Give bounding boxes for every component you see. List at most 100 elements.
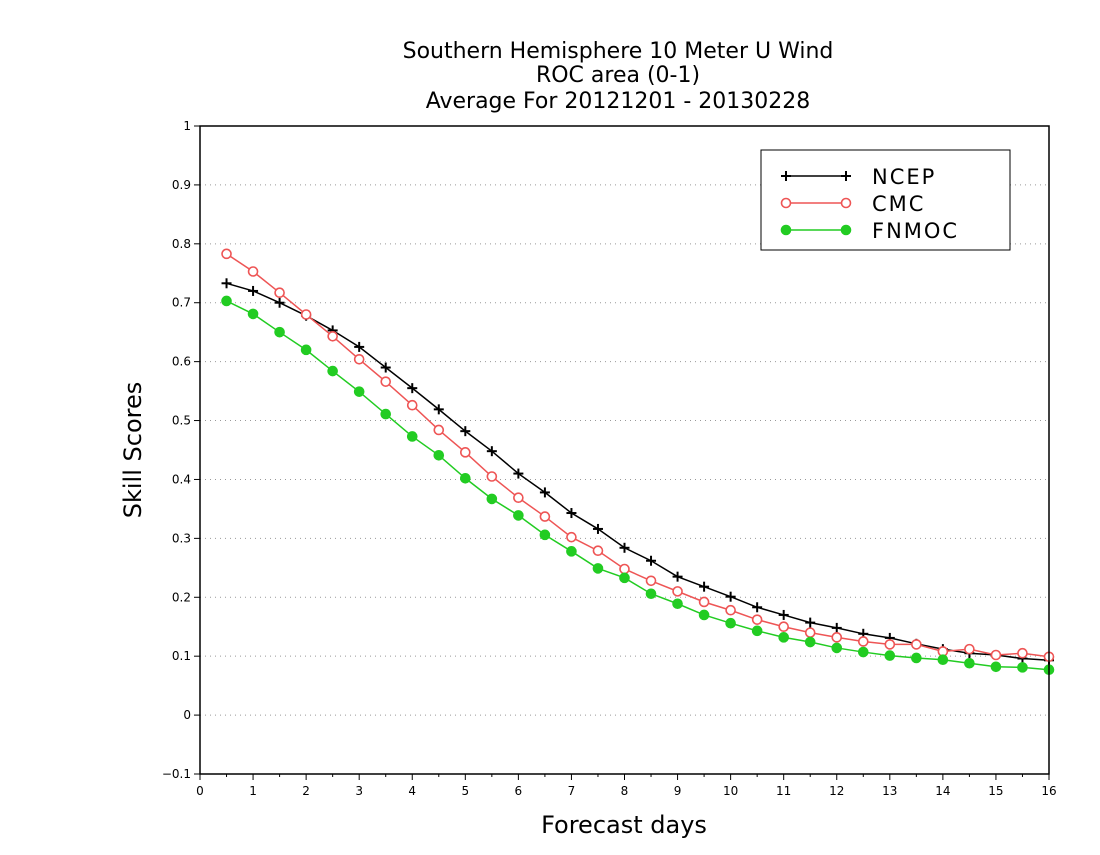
- data-point-fnmoc: [725, 617, 736, 629]
- x-tick-label: 6: [515, 784, 523, 798]
- data-point-fnmoc: [698, 609, 710, 621]
- data-point-cmc: [380, 376, 392, 387]
- data-point-fnmoc: [300, 344, 312, 356]
- data-point-ncep: [407, 383, 418, 394]
- x-tick-label: 5: [461, 784, 469, 798]
- data-point-cmc: [513, 492, 524, 504]
- data-point-fnmoc: [751, 625, 763, 637]
- data-point-cmc: [645, 575, 657, 587]
- data-point-cmc: [221, 248, 232, 260]
- y-axis-ticks: −0.1 0 0.1 0.2 0.3 0.4 0.5 0.6 0.7 0.8 0.9 1: [162, 119, 200, 781]
- legend-box: [760, 149, 1011, 251]
- x-tick-label: 10: [723, 784, 738, 798]
- data-point-ncep: [831, 622, 842, 633]
- data-point-cmc: [353, 353, 365, 365]
- data-point-fnmoc: [566, 546, 577, 557]
- series-line-fnmoc: [226, 300, 1050, 671]
- data-point-ncep: [778, 609, 789, 620]
- data-point-cmc: [460, 447, 471, 458]
- data-point-cmc: [672, 586, 683, 597]
- y-tick-label: 0.6: [172, 355, 191, 369]
- data-point-fnmoc: [619, 572, 630, 584]
- data-point-cmc: [592, 545, 604, 557]
- data-point-fnmoc: [1017, 662, 1028, 673]
- legend-label-cmc: CMC: [872, 192, 925, 216]
- y-axis-label: Skill Scores: [119, 382, 147, 519]
- x-tick-label: 4: [408, 784, 416, 798]
- y-tick-label: 0.9: [172, 178, 191, 192]
- data-point-ncep: [380, 362, 391, 373]
- data-point-fnmoc: [911, 652, 922, 664]
- data-point-ncep: [699, 581, 710, 592]
- legend-marker-ncep: [781, 171, 791, 181]
- y-tick-label: 0.2: [172, 590, 191, 604]
- data-point-cmc: [1017, 647, 1028, 659]
- y-tick-label: 0.5: [172, 414, 191, 428]
- data-point-cmc: [857, 636, 869, 647]
- data-point-cmc: [566, 531, 577, 543]
- data-point-ncep: [619, 542, 630, 553]
- data-point-fnmoc: [247, 308, 259, 320]
- x-tick-label: 12: [829, 784, 844, 798]
- y-tick-label: 0.1: [172, 649, 191, 663]
- data-point-fnmoc: [778, 632, 789, 643]
- data-point-cmc: [300, 309, 312, 320]
- x-tick-label: 13: [882, 784, 897, 798]
- data-point-fnmoc: [990, 661, 1002, 673]
- data-point-cmc: [486, 471, 498, 482]
- x-tick-label: 7: [568, 784, 576, 798]
- data-point-fnmoc: [486, 493, 498, 505]
- data-point-cmc: [725, 604, 736, 616]
- data-point-fnmoc: [857, 646, 869, 658]
- data-point-cmc: [406, 399, 418, 411]
- data-point-ncep: [513, 468, 524, 479]
- series-line-ncep: [226, 282, 1050, 662]
- legend-label-fnmoc: FNMOC: [872, 219, 959, 243]
- data-point-ncep: [354, 341, 365, 352]
- data-point-ncep: [248, 285, 259, 296]
- legend-marker-cmc: [780, 197, 792, 209]
- x-tick-label: 16: [1041, 784, 1056, 798]
- data-point-cmc: [619, 563, 630, 575]
- data-point-cmc: [804, 627, 816, 638]
- y-tick-label: 0.4: [172, 472, 191, 486]
- data-point-fnmoc: [804, 636, 816, 648]
- data-point-fnmoc: [539, 529, 551, 541]
- x-tick-label: 11: [776, 784, 791, 798]
- data-point-fnmoc: [831, 642, 843, 654]
- y-tick-label: 0: [183, 708, 191, 722]
- data-point-fnmoc: [884, 650, 896, 661]
- data-point-ncep: [433, 404, 444, 415]
- data-point-cmc: [751, 614, 763, 625]
- x-tick-label: 15: [988, 784, 1003, 798]
- data-point-cmc: [433, 424, 445, 436]
- data-point-cmc: [964, 643, 975, 655]
- data-point-ncep: [486, 446, 497, 457]
- data-point-ncep: [672, 571, 683, 582]
- data-point-fnmoc: [406, 431, 418, 442]
- x-tick-label: 8: [621, 784, 629, 798]
- data-point-ncep: [752, 602, 763, 613]
- data-point-cmc: [831, 632, 843, 643]
- data-point-ncep: [539, 487, 550, 498]
- data-point-fnmoc: [592, 563, 604, 574]
- x-tick-label: 9: [674, 784, 682, 798]
- x-tick-label: 14: [935, 784, 950, 798]
- data-point-ncep: [221, 278, 232, 289]
- title-line-1: Southern Hemisphere 10 Meter U Wind: [403, 39, 834, 64]
- data-point-ncep: [646, 555, 657, 566]
- data-point-cmc: [698, 596, 710, 608]
- data-point-ncep: [725, 591, 736, 602]
- y-tick-label: −0.1: [162, 767, 191, 781]
- data-point-ncep: [805, 617, 816, 628]
- title-line-2: ROC area (0-1): [536, 63, 700, 88]
- y-tick-label: 0.7: [172, 296, 191, 310]
- y-tick-label: 1: [183, 119, 191, 133]
- data-point-cmc: [274, 287, 285, 299]
- data-point-cmc: [247, 266, 259, 277]
- chart-title: Southern Hemisphere 10 Meter U Wind ROC …: [403, 39, 834, 114]
- data-point-fnmoc: [327, 365, 338, 377]
- data-point-ncep: [274, 297, 285, 308]
